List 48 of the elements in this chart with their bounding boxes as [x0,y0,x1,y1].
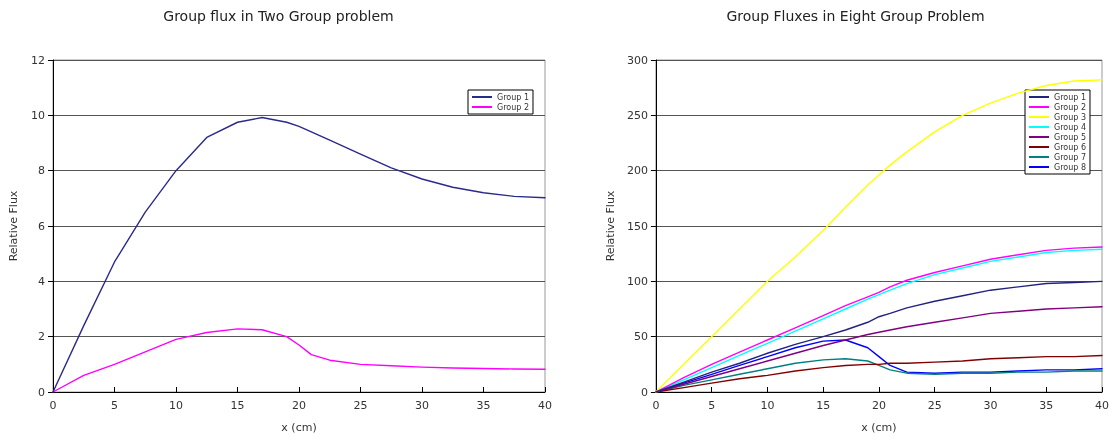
y-tick-label: 12 [31,53,45,67]
x-tick-label: 30 [983,399,998,412]
x-tick-label: 0 [652,399,660,412]
x-tick-label: 25 [927,399,942,412]
x-tick-label: 20 [871,399,886,412]
y-tick-label: 10 [31,108,45,122]
legend-label: Group 5 [1054,132,1087,142]
y-tick-label: 0 [640,385,648,399]
y-tick-label: 250 [626,108,648,122]
chart-title: Group flux in Two Group problem [163,8,394,24]
chart-title: Group Fluxes in Eight Group Problem [726,8,985,24]
x-tick-label: 40 [538,399,552,412]
y-tick-label: 200 [626,164,648,178]
x-tick-label: 10 [169,399,183,412]
legend-label: Group 4 [1054,122,1087,132]
x-axis-title: x (cm) [861,421,897,434]
x-tick-label: 0 [49,399,57,412]
y-tick-label: 50 [633,330,648,344]
x-tick-label: 10 [760,399,775,412]
y-axis-title: Relative Flux [604,190,617,262]
y-tick-label: 150 [626,219,648,233]
x-tick-label: 15 [816,399,831,412]
legend-label: Group 1 [497,92,530,102]
legend-label: Group 3 [1054,112,1087,122]
y-tick-label: 4 [38,274,45,288]
x-tick-label: 30 [415,399,429,412]
legend-label: Group 2 [1054,102,1087,112]
x-tick-label: 15 [230,399,245,412]
legend-label: Group 7 [1054,152,1087,162]
y-tick-label: 300 [626,53,648,67]
x-tick-label: 35 [476,399,491,412]
y-tick-label: 2 [38,330,45,344]
x-tick-label: 5 [111,399,118,412]
legend-label: Group 1 [1054,92,1087,102]
y-tick-label: 0 [38,385,45,399]
y-axis-title: Relative Flux [7,190,20,262]
y-tick-label: 6 [38,219,45,233]
x-tick-label: 40 [1095,399,1109,412]
legend-label: Group 2 [497,102,530,112]
x-axis-title: x (cm) [281,421,317,434]
legend-label: Group 6 [1054,142,1087,152]
x-tick-label: 35 [1039,399,1054,412]
x-tick-label: 20 [292,399,306,412]
x-tick-label: 25 [353,399,368,412]
x-tick-label: 5 [708,399,716,412]
y-tick-label: 8 [38,164,45,178]
y-tick-label: 100 [626,274,648,288]
legend-label: Group 8 [1054,162,1087,172]
